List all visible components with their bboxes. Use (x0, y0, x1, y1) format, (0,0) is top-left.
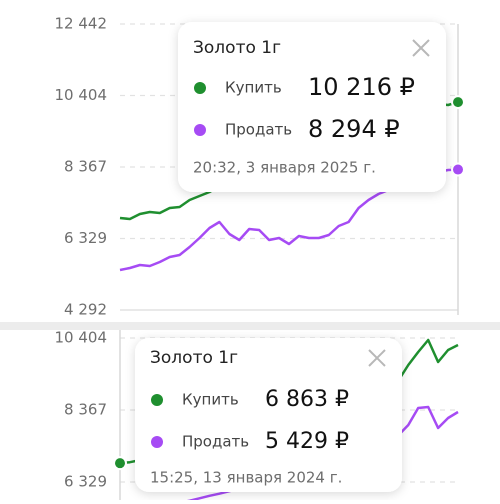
separator (0, 322, 500, 330)
legend-dot (151, 394, 163, 406)
hover-point (451, 95, 465, 110)
hover-point (113, 456, 127, 471)
tooltip: Золото 1г Купить 6 863 ₽ Продать 5 429 ₽ 15:2… (135, 338, 402, 492)
legend-dot (194, 124, 206, 136)
close-button[interactable] (412, 39, 430, 57)
tooltip-value: 6 863 ₽ (265, 387, 349, 412)
y-tick-label: 8 367 (64, 400, 107, 418)
close-button[interactable] (368, 349, 386, 367)
tooltip-value: 10 216 ₽ (308, 73, 415, 101)
legend-dot (194, 82, 206, 94)
hover-point (451, 162, 465, 177)
legend-label: Купить (182, 391, 239, 409)
tooltip-title: Золото 1г (193, 38, 281, 58)
tooltip-value: 5 429 ₽ (265, 429, 349, 454)
y-tick-label: 10 404 (55, 328, 108, 346)
y-tick-label: 10 404 (55, 86, 108, 104)
tooltip-time: 20:32, 3 января 2025 г. (193, 159, 376, 177)
y-tick-label: 8 367 (64, 158, 107, 176)
legend-label: Продать (182, 433, 249, 451)
tooltip-title: Золото 1г (150, 348, 238, 368)
tooltip-box (135, 338, 402, 492)
legend-label: Купить (225, 79, 282, 97)
tooltip-box (178, 22, 446, 192)
tooltip: Золото 1г Купить 10 216 ₽ Продать 8 294 ₽ 20:… (178, 22, 446, 192)
y-tick-label: 4 292 (64, 301, 107, 319)
legend-dot (151, 436, 163, 448)
y-tick-label: 6 329 (64, 229, 107, 247)
y-tick-label: 12 442 (55, 15, 108, 33)
tooltip-value: 8 294 ₽ (308, 115, 400, 143)
y-tick-label: 6 329 (64, 473, 107, 491)
legend-label: Продать (225, 121, 292, 139)
tooltip-time: 15:25, 13 января 2024 г. (150, 469, 342, 487)
